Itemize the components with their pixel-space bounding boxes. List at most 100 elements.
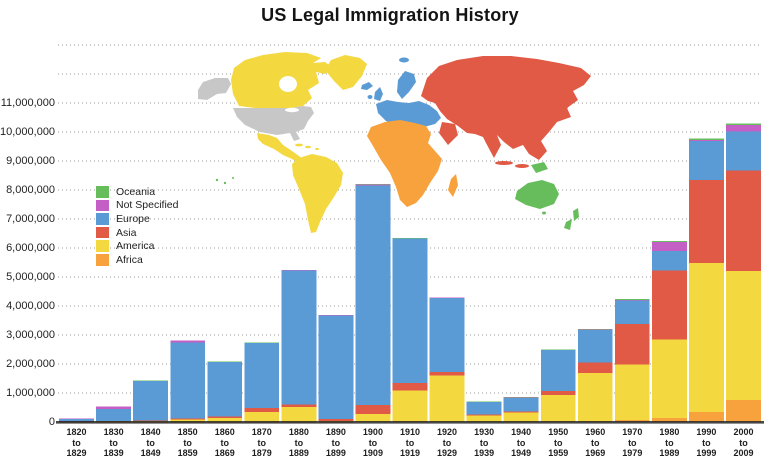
legend-swatch	[96, 186, 109, 198]
bar-segment-america-1990	[688, 262, 724, 412]
x-tick-label: 1850 to 1859	[177, 427, 198, 458]
bar-segment-america-1970	[614, 364, 650, 420]
bar-segment-asia-1850	[170, 418, 206, 420]
map-region-ireland	[367, 95, 373, 99]
bar-segment-asia-2000	[726, 170, 761, 272]
bar-segment-america-2000	[726, 271, 761, 400]
bar-segment-not-specified-1980	[651, 242, 687, 251]
bar-segment-europe-1990	[688, 140, 724, 181]
bar-segment-europe-1890	[318, 315, 354, 420]
chart-title: US Legal Immigration History	[261, 5, 519, 25]
map-region-indonesia-2	[515, 164, 529, 168]
bar-segment-asia-1960	[577, 362, 613, 373]
legend-label: Europe	[116, 212, 150, 225]
bar-segment-asia-1910	[392, 382, 428, 391]
bar-segment-europe-1900	[355, 185, 391, 406]
map-region-new-zealand-south	[564, 219, 572, 230]
bar-segment-europe-1840	[133, 380, 169, 421]
y-tick-label: 8,000,000	[6, 183, 55, 196]
map-region-europe-mainland	[376, 100, 441, 127]
x-tick-label: 1930 to 1939	[474, 427, 495, 458]
map-region-scandinavia	[397, 71, 416, 99]
bar-segment-europe-1880	[281, 270, 317, 405]
bar-segment-europe-1940	[503, 397, 539, 412]
bar-segment-africa-1980	[651, 417, 687, 422]
bar-segment-asia-1880	[281, 404, 317, 407]
map-region-tasmania	[542, 211, 546, 215]
x-tick-label: 1920 to 1929	[437, 427, 458, 458]
bar-segment-europe-1850	[170, 342, 206, 419]
bar-segment-america-1960	[577, 372, 613, 422]
x-tick-label: 1940 to 1949	[511, 427, 532, 458]
y-tick-label: 11,000,000	[0, 96, 55, 109]
map-region-madagascar	[448, 174, 458, 197]
map-region-uk	[374, 87, 383, 101]
legend-item-america: America	[96, 239, 178, 253]
legend-item-africa: Africa	[96, 253, 178, 267]
bar-segment-africa-2000	[726, 399, 761, 422]
bar-segment-america-1940	[503, 412, 539, 422]
bar-segment-europe-1980	[651, 250, 687, 271]
world-map	[198, 52, 591, 233]
map-region-japan	[556, 100, 568, 118]
map-region-alaska	[198, 78, 231, 100]
y-tick-label: 9,000,000	[6, 154, 55, 167]
y-tick-label: 3,000,000	[6, 328, 55, 341]
y-tick-label: 2,000,000	[6, 357, 55, 370]
map-region-indonesia-1	[495, 161, 513, 165]
legend-swatch	[96, 213, 109, 225]
legend-label: America	[116, 240, 155, 253]
x-tick-label: 1880 to 1889	[288, 427, 309, 458]
map-region-greenland	[325, 55, 367, 90]
x-tick-label: 1860 to 1869	[214, 427, 235, 458]
bar-segment-oceania-1970	[614, 298, 650, 300]
bar-segment-not-specified-2000	[726, 125, 761, 132]
bar-segment-america-1980	[651, 339, 687, 418]
legend-item-oceania: Oceania	[96, 185, 178, 199]
x-tick-label: 1900 to 1909	[362, 427, 383, 458]
legend-item-not-specified: Not Specified	[96, 199, 178, 213]
legend-label: Asia	[116, 226, 137, 239]
x-tick-label: 1830 to 1839	[103, 427, 124, 458]
map-hudson-bay	[279, 76, 297, 92]
bar-segment-europe-1870	[244, 342, 280, 409]
x-tick-label: 1980 to 1989	[659, 427, 680, 458]
x-tick-label: 1820 to 1829	[66, 427, 87, 458]
x-tick-label: 1950 to 1959	[548, 427, 569, 458]
bar-segment-europe-1910	[392, 238, 428, 383]
bar-segment-asia-1970	[614, 323, 650, 365]
y-tick-label: 0	[48, 415, 55, 428]
map-region-philippines	[535, 142, 541, 154]
map-great-lakes	[285, 107, 299, 113]
bar-segment-europe-1960	[577, 329, 613, 363]
x-tick-label: 1870 to 1879	[251, 427, 272, 458]
y-tick-label: 4,000,000	[6, 299, 55, 312]
bar-segment-not-specified-1990	[688, 140, 724, 141]
map-region-pacific-islands-3	[232, 177, 234, 179]
bar-segment-america-1920	[429, 375, 465, 422]
legend-label: Not Specified	[116, 199, 179, 212]
x-tick-label: 1910 to 1919	[399, 427, 421, 458]
bar-segment-europe-1830	[96, 408, 132, 422]
x-tick-label: 1840 to 1849	[140, 427, 161, 458]
map-region-arabia	[439, 122, 458, 145]
y-tick-label: 6,000,000	[6, 241, 55, 254]
legend-swatch	[96, 240, 109, 252]
bar-segment-europe-1950	[540, 350, 576, 391]
bar-segment-europe-1930	[466, 401, 502, 415]
x-tick-label: 1960 to 1969	[585, 427, 606, 458]
bar-segment-asia-1870	[244, 408, 280, 412]
map-region-new-guinea	[531, 162, 548, 173]
bar-segment-europe-1860	[207, 362, 243, 417]
bar-segment-europe-2000	[726, 131, 761, 171]
legend-label: Oceania	[116, 185, 156, 198]
bar-segment-america-1900	[355, 413, 391, 422]
bar-segment-asia-1990	[688, 180, 724, 263]
x-axis-baseline	[56, 421, 764, 424]
map-region-south-america	[292, 154, 343, 233]
bar-segment-oceania-1960	[577, 328, 613, 330]
x-tick-label: 1890 to 1899	[325, 427, 346, 458]
map-region-caribbean-2	[305, 145, 311, 149]
map-region-pacific-islands-1	[215, 178, 219, 182]
map-region-pacific-islands-2	[223, 181, 227, 185]
